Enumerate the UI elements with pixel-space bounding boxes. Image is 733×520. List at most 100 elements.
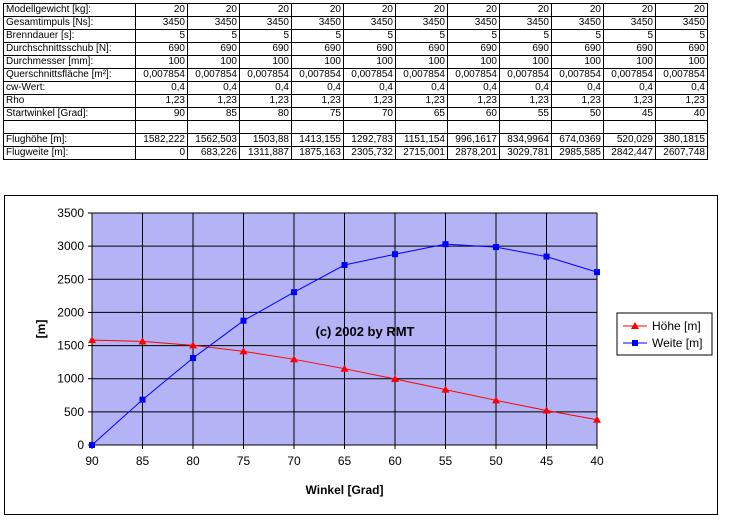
- table-cell: 0,007854: [135, 68, 188, 82]
- x-tick-label: 70: [287, 454, 301, 468]
- table-cell: 85: [187, 107, 240, 121]
- table-cell: 3450: [603, 16, 656, 30]
- legend-label: Weite [m]: [652, 336, 702, 350]
- table-cell: 5: [343, 29, 396, 43]
- row-label: Rho: [3, 94, 136, 108]
- row-label: Modellgewicht [kg]:: [3, 3, 136, 17]
- table-cell: 0,007854: [655, 68, 708, 82]
- table-cell: 20: [655, 3, 708, 17]
- table-cell: 1503,88: [239, 133, 292, 147]
- table-cell: 0,007854: [395, 68, 448, 82]
- data-point-triangle: [239, 347, 248, 355]
- table-row: Modellgewicht [kg]: 20 20 20 20 20 20 20 20 20 20 2…: [3, 3, 708, 17]
- table-cell: 5: [291, 29, 344, 43]
- data-point-triangle: [340, 364, 349, 372]
- table-cell: 3029,781: [499, 146, 552, 160]
- table-cell: 1,23: [603, 94, 656, 108]
- chart-area: 0 500 1000 1500 2000 2500 3000 3500 90 85 80 75 70 6…: [4, 195, 718, 515]
- table-cell: 40: [655, 107, 708, 121]
- table-cell: 5: [603, 29, 656, 43]
- data-point-triangle: [492, 396, 500, 404]
- row-label: Gesamtimpuls [Ns]:: [3, 16, 136, 30]
- chart-legend: Höhe [m] Weite [m]: [616, 312, 713, 356]
- table-row: Gesamtimpuls [Ns]: 3450 3450 3450 3450 3450 34…: [3, 16, 708, 30]
- table-cell: [291, 120, 344, 134]
- row-label: Durchmesser [mm]:: [3, 55, 136, 69]
- table-cell: 100: [291, 55, 344, 69]
- table-cell: 0,4: [447, 81, 500, 95]
- table-cell: 1,23: [343, 94, 396, 108]
- table-cell: 20: [499, 3, 552, 17]
- table-cell: [603, 120, 656, 134]
- table-cell: 1,23: [239, 94, 292, 108]
- y-tick-label: 0: [77, 438, 84, 452]
- table-cell: 100: [603, 55, 656, 69]
- table-cell: 3450: [239, 16, 292, 30]
- table-cell: 690: [603, 42, 656, 56]
- table-cell: 65: [395, 107, 448, 121]
- series-markers: [88, 241, 601, 448]
- y-tick-label: 1500: [57, 339, 84, 353]
- table-cell: 20: [447, 3, 500, 17]
- table-cell: 3450: [395, 16, 448, 30]
- x-tick-label: 55: [439, 454, 453, 468]
- table-cell: 0,4: [551, 81, 604, 95]
- data-point-triangle: [290, 355, 298, 363]
- table-cell: 5: [239, 29, 292, 43]
- table-cell: 60: [447, 107, 500, 121]
- table-row: Querschnittsfläche [m²]: 0,007854 0,007854…: [3, 68, 708, 82]
- x-tick-label: 80: [186, 454, 200, 468]
- table-cell: 0,007854: [187, 68, 240, 82]
- table-cell: 0,4: [291, 81, 344, 95]
- table-cell: 0,4: [499, 81, 552, 95]
- table-cell: [135, 120, 188, 134]
- data-table-container: Modellgewicht [kg]: 20 20 20 20 20 20 20 20 20 20 2…: [3, 3, 708, 160]
- table-cell: 1,23: [187, 94, 240, 108]
- row-label: Durchschnittsschub [N]:: [3, 42, 136, 56]
- legend-label: Höhe [m]: [652, 319, 701, 333]
- table-cell: 1562,503: [187, 133, 240, 147]
- table-cell: 3450: [135, 16, 188, 30]
- table-cell: 690: [291, 42, 344, 56]
- table-cell: 690: [343, 42, 396, 56]
- table-cell: [447, 120, 500, 134]
- table-cell: 690: [395, 42, 448, 56]
- table-cell: 996,1617: [447, 133, 500, 147]
- table-cell: 0,4: [395, 81, 448, 95]
- data-point-triangle: [542, 406, 551, 414]
- table-cell: 5: [655, 29, 708, 43]
- table-cell: 690: [135, 42, 188, 56]
- table-cell: 5: [395, 29, 448, 43]
- table-cell: 0,4: [655, 81, 708, 95]
- data-point-square: [543, 253, 550, 260]
- row-label: [3, 120, 136, 134]
- row-label: Startwinkel [Grad]:: [3, 107, 136, 121]
- table-cell: 20: [343, 3, 396, 17]
- table-cell: [239, 120, 292, 134]
- x-tick-label: 90: [85, 454, 99, 468]
- table-cell: 0,4: [187, 81, 240, 95]
- table-cell: 5: [551, 29, 604, 43]
- table-cell: 2985,585: [551, 146, 604, 160]
- row-label: cw-Wert:: [3, 81, 136, 95]
- table-row: [3, 120, 708, 134]
- legend-box: [616, 312, 713, 356]
- table-cell: 1,23: [655, 94, 708, 108]
- table-cell: 0,007854: [291, 68, 344, 82]
- table-cell: 690: [239, 42, 292, 56]
- table-cell: [655, 120, 708, 134]
- table-cell: 2842,447: [603, 146, 656, 160]
- table-cell: 70: [343, 107, 396, 121]
- table-cell: 100: [655, 55, 708, 69]
- table-cell: 2305,732: [343, 146, 396, 160]
- table-cell: 5: [135, 29, 188, 43]
- row-label: Querschnittsfläche [m²]:: [3, 68, 136, 82]
- data-point-triangle: [593, 415, 601, 423]
- row-label: Flugweite [m]:: [3, 146, 136, 160]
- row-label: Brenndauer [s]:: [3, 29, 136, 43]
- table-cell: [187, 120, 240, 134]
- x-axis-label: Winkel [Grad]: [306, 483, 384, 497]
- table-cell: 20: [395, 3, 448, 17]
- table-cell: 520,029: [603, 133, 656, 147]
- data-point-triangle: [441, 385, 450, 393]
